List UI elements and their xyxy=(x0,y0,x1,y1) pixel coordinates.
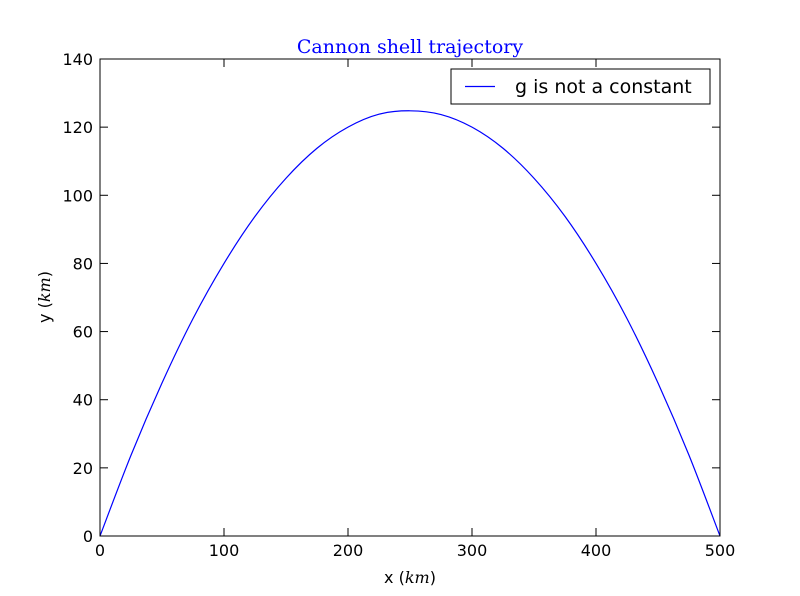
x-tick-label: 200 xyxy=(333,541,364,560)
x-tick-label: 400 xyxy=(581,541,612,560)
y-tick-label: 20 xyxy=(73,459,93,478)
x-axis-label-close: ) xyxy=(430,568,436,587)
x-axis-label-unit: km xyxy=(405,568,430,587)
ticks-layer: 0 100 200 300 400 500 0 20 40 60 80 100 120 140 xyxy=(62,50,735,560)
legend-label: g is not a constant xyxy=(515,76,692,98)
y-tick-label: 60 xyxy=(73,323,93,342)
y-axis-label: y (km) xyxy=(35,271,54,323)
y-axis-label-close: ) xyxy=(35,271,54,277)
x-tick-label: 300 xyxy=(457,541,488,560)
x-axis-label: x (km) xyxy=(384,568,436,587)
y-tick-label: 100 xyxy=(62,186,93,205)
series-line xyxy=(99,110,721,537)
x-tick-label: 100 xyxy=(209,541,240,560)
y-axis-label-unit: km xyxy=(35,277,54,302)
x-tick-label: 0 xyxy=(95,541,105,560)
x-axis-label-text: x ( xyxy=(384,568,405,587)
chart-title: Cannon shell trajectory xyxy=(297,36,523,58)
legend: g is not a constant xyxy=(450,68,711,105)
y-tick-label: 0 xyxy=(83,527,93,546)
x-tick-label: 500 xyxy=(705,541,736,560)
y-tick-label: 140 xyxy=(62,50,93,69)
y-axis-label-text: y ( xyxy=(35,302,54,323)
y-tick-label: 80 xyxy=(73,254,93,273)
y-tick-label: 40 xyxy=(73,391,93,410)
plot-frame xyxy=(99,58,721,537)
y-tick-label: 120 xyxy=(62,118,93,137)
